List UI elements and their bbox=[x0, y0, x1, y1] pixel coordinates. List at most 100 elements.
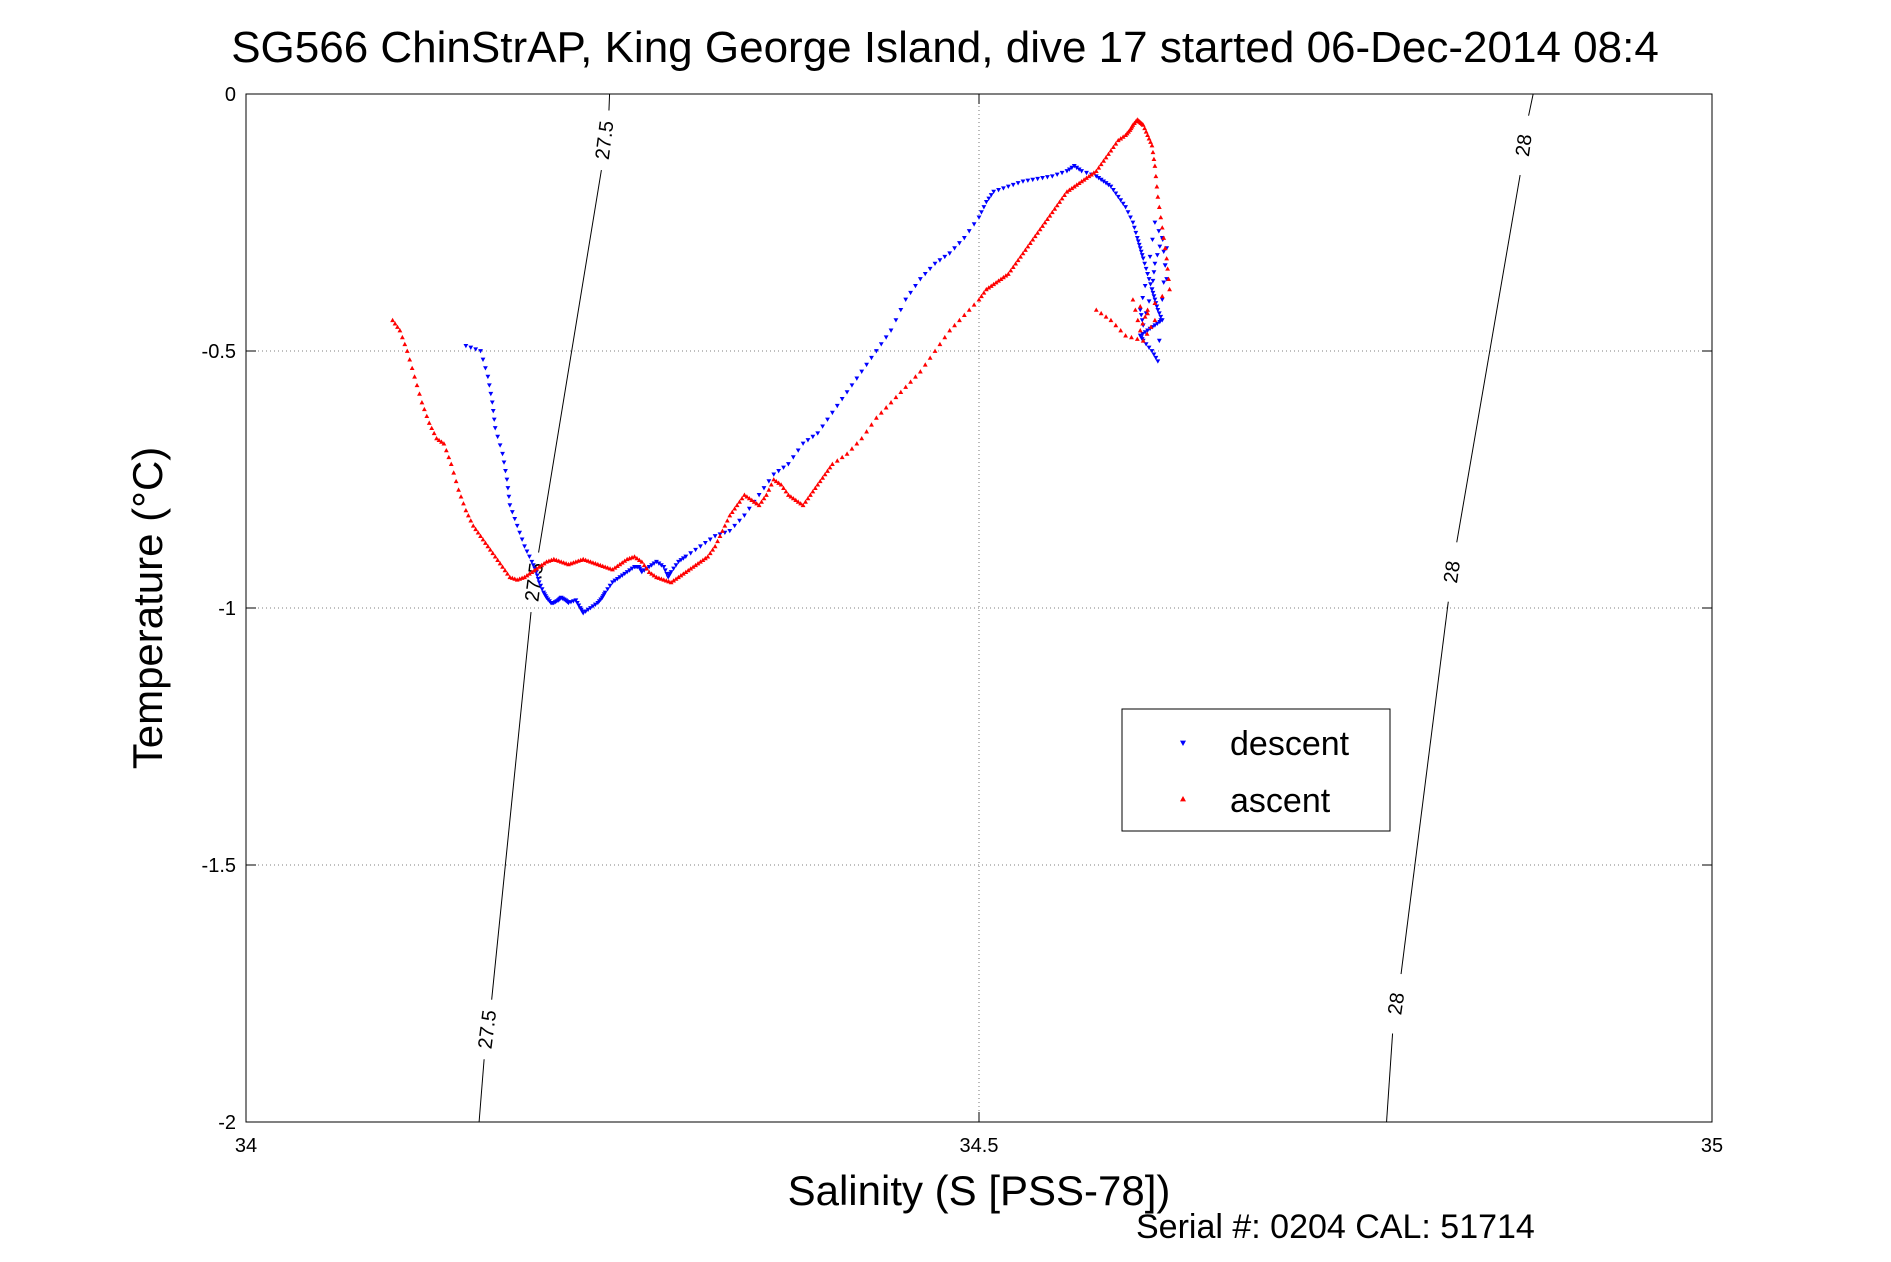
data-point-ascent bbox=[1042, 220, 1048, 225]
legend-box bbox=[1121, 708, 1391, 832]
data-point-descent bbox=[671, 566, 676, 571]
data-point-descent bbox=[1076, 167, 1082, 172]
data-point-ascent bbox=[1093, 307, 1099, 312]
data-point-ascent bbox=[541, 561, 547, 566]
data-point-ascent bbox=[724, 518, 730, 523]
isopycnal-line bbox=[1386, 1033, 1394, 1123]
data-point-descent bbox=[1015, 181, 1021, 186]
data-point-ascent bbox=[786, 492, 791, 497]
data-point-ascent bbox=[976, 297, 982, 302]
data-point-descent bbox=[908, 290, 913, 296]
isopycnal-label: 27.5 bbox=[592, 120, 619, 161]
data-point-ascent bbox=[1086, 173, 1092, 179]
data-point-descent bbox=[702, 540, 708, 546]
data-point-descent bbox=[1159, 297, 1165, 302]
isopycnal-line bbox=[538, 169, 602, 553]
data-point-descent bbox=[688, 551, 694, 556]
data-point-descent bbox=[617, 575, 623, 580]
data-point-descent bbox=[1093, 174, 1099, 179]
data-point-ascent bbox=[443, 447, 449, 453]
data-point-ascent bbox=[1165, 266, 1171, 271]
data-point-ascent bbox=[1140, 122, 1146, 127]
data-point-descent bbox=[903, 297, 909, 302]
data-point-descent bbox=[506, 494, 512, 500]
data-point-ascent bbox=[993, 280, 999, 285]
data-point-ascent bbox=[1059, 196, 1065, 201]
data-point-descent bbox=[979, 210, 984, 215]
data-point-ascent bbox=[698, 559, 703, 564]
data-point-ascent bbox=[739, 495, 745, 501]
data-point-descent bbox=[488, 391, 494, 397]
data-point-descent bbox=[820, 424, 826, 429]
y-axis-ticks: 0 -0.5 -1 -1.5 -2 bbox=[202, 84, 1712, 1134]
data-point-descent bbox=[612, 578, 618, 583]
data-point-ascent bbox=[966, 307, 972, 312]
data-point-ascent bbox=[937, 341, 943, 347]
data-point-ascent bbox=[465, 513, 471, 518]
data-point-ascent bbox=[1064, 189, 1070, 194]
data-point-ascent bbox=[1027, 240, 1033, 245]
data-point-ascent bbox=[673, 576, 679, 581]
data-point-descent bbox=[1142, 330, 1148, 335]
x-tick-label: 35 bbox=[1701, 1135, 1723, 1157]
data-point-ascent bbox=[996, 278, 1001, 283]
data-point-ascent bbox=[1079, 178, 1085, 184]
data-point-descent bbox=[898, 307, 904, 313]
data-point-ascent bbox=[854, 441, 860, 446]
data-point-ascent bbox=[827, 465, 833, 470]
data-point-descent bbox=[873, 349, 879, 354]
data-point-ascent bbox=[1008, 268, 1014, 273]
data-point-descent bbox=[971, 222, 977, 227]
data-point-descent bbox=[1136, 242, 1142, 248]
data-point-ascent bbox=[402, 341, 408, 347]
data-point-ascent bbox=[1067, 187, 1072, 192]
data-point-descent bbox=[957, 241, 962, 246]
data-point-ascent bbox=[487, 547, 493, 552]
data-point-descent bbox=[1148, 282, 1153, 287]
data-point-descent bbox=[473, 347, 479, 352]
data-point-ascent bbox=[463, 507, 469, 513]
data-point-descent bbox=[854, 376, 860, 381]
data-point-ascent bbox=[700, 557, 706, 562]
data-point-ascent bbox=[1081, 177, 1087, 182]
data-point-descent bbox=[673, 563, 679, 568]
data-point-ascent bbox=[888, 400, 894, 405]
data-point-ascent bbox=[1047, 213, 1053, 218]
data-point-descent bbox=[1149, 287, 1155, 292]
x-tick-label: 34.5 bbox=[960, 1135, 999, 1157]
data-point-ascent bbox=[1020, 250, 1026, 256]
data-point-ascent bbox=[390, 317, 395, 323]
legend-marker-descent bbox=[1180, 740, 1186, 746]
data-point-descent bbox=[942, 254, 948, 260]
data-point-ascent bbox=[1040, 223, 1045, 228]
data-point-ascent bbox=[971, 302, 977, 307]
data-point-descent bbox=[1140, 295, 1146, 301]
series-descent bbox=[463, 164, 1170, 616]
data-point-ascent bbox=[795, 499, 801, 504]
data-point-ascent bbox=[1167, 286, 1172, 292]
data-point-ascent bbox=[822, 471, 828, 477]
data-point-ascent bbox=[991, 281, 997, 287]
data-point-ascent bbox=[942, 334, 948, 340]
data-point-descent bbox=[504, 477, 510, 482]
x-axis-label: Salinity (S [PSS-78]) bbox=[788, 1167, 1171, 1214]
data-point-ascent bbox=[407, 357, 413, 362]
data-point-ascent bbox=[1074, 182, 1080, 187]
data-point-ascent bbox=[761, 495, 767, 501]
data-point-ascent bbox=[839, 454, 845, 460]
data-point-ascent bbox=[483, 540, 488, 545]
data-point-descent bbox=[1156, 311, 1162, 316]
data-point-ascent bbox=[1152, 300, 1158, 305]
y-axis-label: Temperature (°C) bbox=[124, 447, 171, 770]
data-point-descent bbox=[1103, 181, 1109, 186]
y-tick-label: -1.5 bbox=[202, 855, 236, 877]
data-point-ascent bbox=[768, 482, 774, 487]
data-point-ascent bbox=[1166, 276, 1172, 281]
data-point-descent bbox=[588, 606, 593, 611]
data-point-descent bbox=[712, 534, 718, 539]
data-point-ascent bbox=[680, 571, 686, 576]
data-point-descent bbox=[1151, 270, 1157, 275]
data-point-ascent bbox=[429, 425, 435, 431]
